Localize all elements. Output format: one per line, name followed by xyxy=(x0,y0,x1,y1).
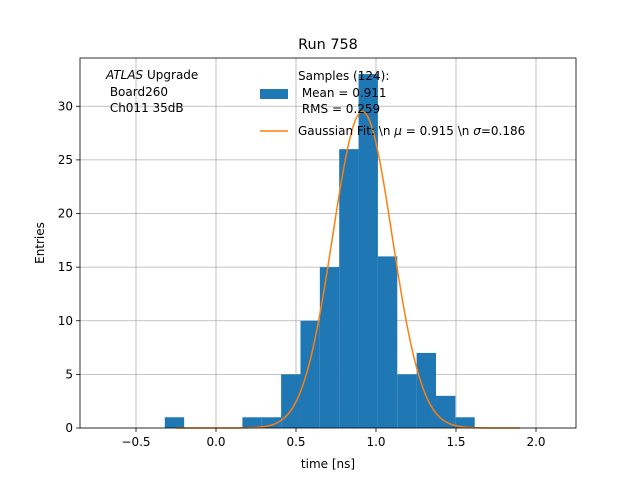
histogram-bar-6 xyxy=(339,149,359,428)
annotation-board: Board260 xyxy=(106,85,168,99)
y-tick-label-6: 30 xyxy=(58,99,73,113)
histogram-bar-12 xyxy=(455,417,475,428)
x-tick-label-5: 2.0 xyxy=(526,435,545,449)
y-tick-label-3: 15 xyxy=(58,260,73,274)
histogram-bar-0 xyxy=(164,417,185,428)
x-tick-label-3: 1.0 xyxy=(366,435,385,449)
annotation-channel: Ch011 35dB xyxy=(106,101,184,115)
legend-samples-rms: RMS = 0.259 xyxy=(298,102,380,116)
y-tick-label-0: 0 xyxy=(65,421,73,435)
annotation-upgrade: Upgrade xyxy=(143,68,198,82)
histogram-bar-11 xyxy=(436,395,456,428)
legend-samples-title: Samples (124): xyxy=(298,69,389,83)
x-tick-label-1: 0.0 xyxy=(206,435,225,449)
y-axis-label: Entries xyxy=(33,222,47,264)
histogram-bar-9 xyxy=(397,374,417,428)
x-axis-ticks: −0.5 0.0 0.5 1.0 1.5 2.0 xyxy=(121,428,546,449)
annotation-text: ATLAS Upgrade Board260 Ch011 35dB xyxy=(105,68,198,115)
y-tick-label-1: 5 xyxy=(65,367,73,381)
legend-samples-swatch xyxy=(260,89,288,99)
x-tick-label-2: 0.5 xyxy=(286,435,305,449)
histogram-bars xyxy=(164,74,475,428)
x-tick-label-4: 1.5 xyxy=(446,435,465,449)
legend-fit-label: Gaussian Fit: \n μ = 0.915 \n σ=0.186 xyxy=(298,124,525,138)
legend-samples-mean: Mean = 0.911 xyxy=(298,86,387,100)
y-tick-label-5: 25 xyxy=(58,153,73,167)
histogram-bar-3 xyxy=(281,374,301,428)
y-axis-ticks: 0 5 10 15 20 25 30 xyxy=(58,99,80,435)
legend: Samples (124): Mean = 0.911 RMS = 0.259 … xyxy=(260,69,525,138)
chart-title: Run 758 xyxy=(298,37,358,53)
histogram-bar-8 xyxy=(377,256,398,428)
y-tick-label-4: 20 xyxy=(58,207,73,221)
histogram-bar-2 xyxy=(261,417,282,428)
svg-text:ATLAS Upgrade: ATLAS Upgrade xyxy=(105,68,198,82)
histogram-bar-1 xyxy=(242,417,262,428)
histogram-bar-4 xyxy=(300,320,320,428)
x-axis-label: time [ns] xyxy=(301,457,355,471)
histogram-bar-10 xyxy=(416,352,436,428)
plot-frame xyxy=(79,57,577,429)
histogram-bar-5 xyxy=(319,267,340,428)
annotation-atlas: ATLAS xyxy=(105,68,144,82)
histogram-bar-7 xyxy=(358,74,378,428)
y-tick-label-2: 10 xyxy=(58,314,73,328)
x-tick-label-0: −0.5 xyxy=(121,435,150,449)
grid-lines xyxy=(80,58,576,429)
